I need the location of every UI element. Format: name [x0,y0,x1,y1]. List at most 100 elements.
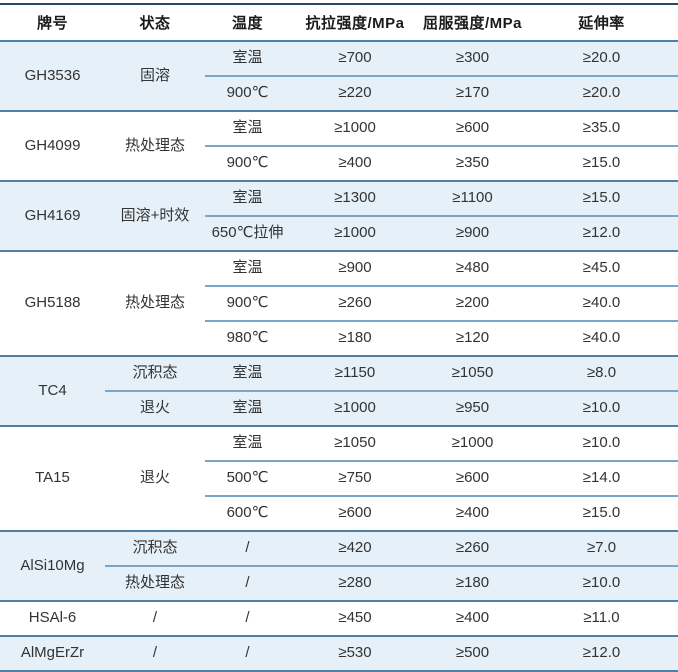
table-row: 500℃ ≥750 ≥600 ≥14.0 [0,461,678,497]
state-label: 固溶+时效 [120,206,190,224]
yield-cell: ≥260 [420,531,525,567]
col-header-grade: 牌号 [0,4,105,42]
table-row: 热处理态 / ≥280 ≥180 ≥10.0 [0,566,678,602]
grade-cell: TC4 [0,356,105,427]
state-cell: / [105,636,205,672]
col-header-temp: 温度 [205,4,290,42]
grade-cell: GH4099 [0,111,105,182]
grade-cell: TA15 [0,426,105,532]
state-cell: 热处理态 [105,251,205,357]
table-row: AlSi10Mg 沉积态 / ≥420 ≥260 ≥7.0 [0,531,678,602]
yield-cell: ≥1000 [420,426,525,462]
table-row: 650℃拉伸 ≥1000 ≥900 ≥12.0 [0,216,678,252]
table-row: 900℃ ≥400 ≥350 ≥15.0 [0,146,678,182]
table-row: GH3536 固溶 室温 ≥700 ≥300 ≥20.0 [0,41,678,112]
yield-cell: ≥1050 [420,356,525,392]
yield-cell: ≥400 [420,601,525,637]
tensile-cell: ≥400 [290,146,420,182]
temp-cell: 室温 [205,426,290,462]
col-header-tensile: 抗拉强度/MPa [290,4,420,42]
elongation-cell: ≥8.0 [525,356,678,392]
yield-cell: ≥480 [420,251,525,287]
col-header-yield: 屈服强度/MPa [420,4,525,42]
col-header-state: 状态 [105,4,205,42]
state-cell: 沉积态 [105,531,205,567]
temp-cell: / [205,531,290,567]
elongation-cell: ≥7.0 [525,531,678,567]
tensile-cell: ≥260 [290,286,420,322]
tensile-cell: ≥1050 [290,426,420,462]
grade-cell: HSAl-6 [0,601,105,637]
elongation-cell: ≥12.0 [525,216,678,252]
elongation-cell: ≥35.0 [525,111,678,147]
yield-cell: ≥120 [420,321,525,357]
yield-cell: ≥900 [420,216,525,252]
temp-cell: 室温 [205,356,290,392]
yield-cell: ≥200 [420,286,525,322]
tensile-cell: ≥1000 [290,391,420,427]
temp-cell: / [205,601,290,637]
yield-cell: ≥950 [420,391,525,427]
temp-cell: 900℃ [205,146,290,182]
elongation-cell: ≥15.0 [525,181,678,217]
temp-cell: 500℃ [205,461,290,497]
tensile-cell: ≥450 [290,601,420,637]
temp-cell: / [205,566,290,602]
tensile-cell: ≥600 [290,496,420,532]
grade-cell: GH5188 [0,251,105,357]
state-cell: 固溶 [105,41,205,112]
yield-cell: ≥600 [420,111,525,147]
temp-cell: 980℃ [205,321,290,357]
elongation-cell: ≥12.0 [525,636,678,672]
tensile-cell: ≥1300 [290,181,420,217]
elongation-cell: ≥15.0 [525,496,678,532]
yield-cell: ≥180 [420,566,525,602]
temp-cell: 室温 [205,391,290,427]
elongation-cell: ≥40.0 [525,321,678,357]
table-row: 900℃ ≥220 ≥170 ≥20.0 [0,76,678,112]
temp-cell: 650℃拉伸 [205,216,290,252]
grade-cell: AlSi10Mg [0,531,105,602]
col-header-elongation: 延伸率 [525,4,678,42]
temp-cell: 室温 [205,41,290,77]
yield-cell: ≥350 [420,146,525,182]
yield-cell: ≥300 [420,41,525,77]
materials-property-table: 牌号 状态 温度 抗拉强度/MPa 屈服强度/MPa 延伸率 GH3536 固溶… [0,3,678,672]
tensile-cell: ≥1000 [290,111,420,147]
tensile-cell: ≥220 [290,76,420,112]
temp-cell: 室温 [205,111,290,147]
tensile-cell: ≥1000 [290,216,420,252]
table-row: HSAl-6 / / ≥450 ≥400 ≥11.0 [0,601,678,637]
table-row: 600℃ ≥600 ≥400 ≥15.0 [0,496,678,532]
elongation-cell: ≥11.0 [525,601,678,637]
state-cell: 沉积态 [105,356,205,392]
table-row: 900℃ ≥260 ≥200 ≥40.0 [0,286,678,322]
grade-cell: GH4169 [0,181,105,252]
state-cell: 热处理态 [105,111,205,182]
tensile-cell: ≥180 [290,321,420,357]
state-cell: 固溶+时效 [105,181,205,252]
yield-cell: ≥170 [420,76,525,112]
tensile-cell: ≥700 [290,41,420,77]
table-row: GH4099 热处理态 室温 ≥1000 ≥600 ≥35.0 [0,111,678,182]
yield-cell: ≥600 [420,461,525,497]
table-row: AlMgErZr / / ≥530 ≥500 ≥12.0 [0,636,678,672]
tensile-cell: ≥280 [290,566,420,602]
temp-cell: 600℃ [205,496,290,532]
elongation-cell: ≥10.0 [525,391,678,427]
elongation-cell: ≥40.0 [525,286,678,322]
yield-cell: ≥1100 [420,181,525,217]
header-row: 牌号 状态 温度 抗拉强度/MPa 屈服强度/MPa 延伸率 [0,4,678,42]
elongation-cell: ≥15.0 [525,146,678,182]
grade-cell: GH3536 [0,41,105,112]
table-row: GH4169 固溶+时效 室温 ≥1300 ≥1100 ≥15.0 [0,181,678,252]
temp-cell: 900℃ [205,76,290,112]
state-cell: 退火 [105,426,205,532]
table-row: TA15 退火 室温 ≥1050 ≥1000 ≥10.0 [0,426,678,532]
elongation-cell: ≥45.0 [525,251,678,287]
yield-cell: ≥400 [420,496,525,532]
temp-cell: 室温 [205,251,290,287]
tensile-cell: ≥750 [290,461,420,497]
table-row: 980℃ ≥180 ≥120 ≥40.0 [0,321,678,357]
